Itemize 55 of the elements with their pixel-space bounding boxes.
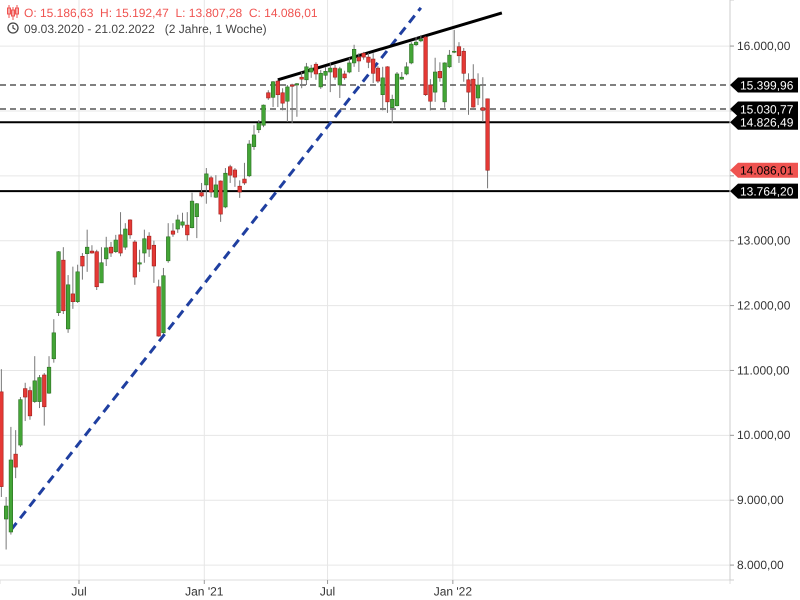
candlestick xyxy=(266,90,270,100)
candlestick xyxy=(433,57,438,102)
x-tick-label: Jan '21 xyxy=(185,584,224,599)
candlestick xyxy=(114,234,118,254)
y-tick-label: 9.000,00 xyxy=(737,493,784,508)
y-tick-label: 11.000,00 xyxy=(737,363,790,378)
candlestick xyxy=(270,80,276,108)
ref-line-label: 15.399,96 xyxy=(740,78,794,92)
candlestick xyxy=(199,182,204,198)
text: O: 15.186,63 H: 15.192,47 L: 13.807,28 C: 14.086,01 xyxy=(24,6,318,20)
x-tick-label: Jul xyxy=(320,584,336,599)
candlestick xyxy=(214,174,218,198)
candlestick xyxy=(123,222,128,250)
candlestick xyxy=(118,212,123,257)
candlestick xyxy=(452,29,456,54)
x-tick-label: Jul xyxy=(71,584,87,599)
y-tick-label: 8.000,00 xyxy=(737,558,784,572)
candlestick xyxy=(80,252,84,280)
x-tick-label: Jan '22 xyxy=(434,584,472,599)
candlestick xyxy=(285,84,290,122)
candlestick xyxy=(342,70,347,80)
candlestick xyxy=(138,249,142,272)
candlestick xyxy=(438,62,442,82)
y-tick-label: 13.000,00 xyxy=(737,234,791,248)
candlestick xyxy=(70,266,75,310)
candlestick xyxy=(85,229,90,272)
ref-line-label: 13.764,20 xyxy=(740,184,794,199)
ref-line-label: 15.030,77 xyxy=(740,102,794,116)
y-tick-label: 16.000,00 xyxy=(737,38,791,53)
candlestick xyxy=(332,64,338,80)
candlestick xyxy=(108,241,114,258)
candlestick xyxy=(104,236,108,266)
candlestick xyxy=(294,82,300,118)
candlestick xyxy=(128,218,132,240)
candlestick xyxy=(170,222,176,238)
candlestick xyxy=(314,62,318,80)
candlestick xyxy=(242,162,247,186)
candlestick xyxy=(238,180,242,198)
candlestick xyxy=(14,430,18,479)
candlestick xyxy=(300,72,304,89)
y-tick-label: 10.000,00 xyxy=(737,428,791,442)
ref-line-label: 14.826,49 xyxy=(740,116,794,130)
candlestick xyxy=(185,212,190,242)
candlestick xyxy=(142,229,146,264)
candlestick xyxy=(99,246,104,284)
y-tick-label: 12.000,00 xyxy=(737,298,791,312)
candlestick xyxy=(290,83,294,124)
candlestick xyxy=(209,175,214,198)
candlestick xyxy=(204,168,208,204)
text: 09.03.2020 - 21.02.2022 (2 Jahre, 1 Woche) xyxy=(24,22,267,36)
text: 14.086,01 xyxy=(740,164,794,178)
candlestick xyxy=(380,66,385,111)
candlestick xyxy=(476,72,480,106)
candlestick xyxy=(404,62,409,76)
candlestick xyxy=(338,66,342,98)
